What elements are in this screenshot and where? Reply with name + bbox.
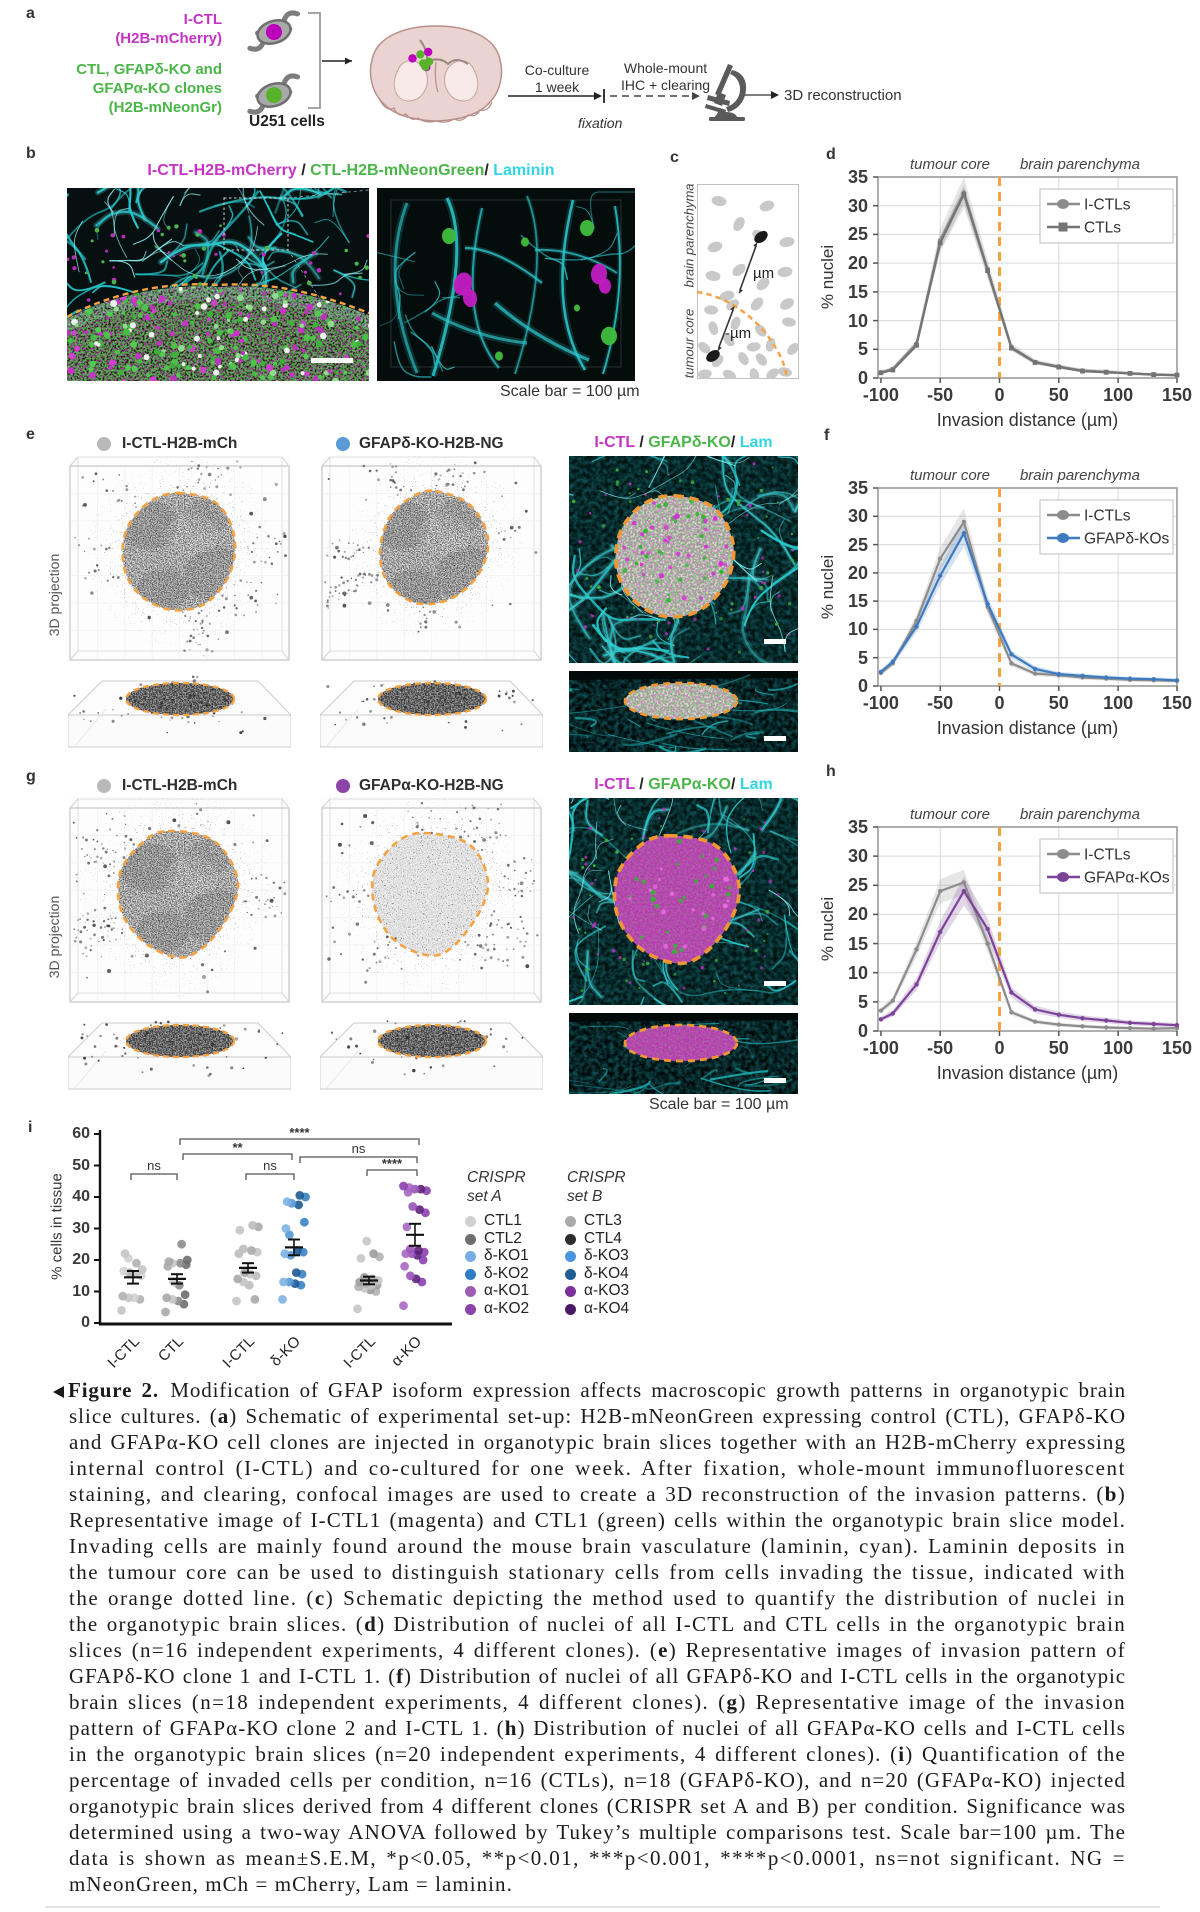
svg-text:GFAPα-KOs: GFAPα-KOs bbox=[1084, 870, 1170, 887]
svg-text:µm: µm bbox=[753, 265, 774, 282]
svg-text:ns: ns bbox=[263, 1158, 277, 1173]
svg-text:CTLs: CTLs bbox=[1084, 220, 1121, 237]
svg-text:-µm: -µm bbox=[725, 325, 751, 342]
svg-text:GFAPδ-KOs: GFAPδ-KOs bbox=[1084, 531, 1170, 548]
svg-text:ns: ns bbox=[147, 1158, 161, 1173]
svg-text:**: ** bbox=[232, 1140, 243, 1155]
svg-text:I-CTLs: I-CTLs bbox=[1084, 197, 1131, 214]
svg-text:****: **** bbox=[382, 1156, 403, 1171]
svg-text:ns: ns bbox=[352, 1141, 366, 1156]
svg-text:I-CTLs: I-CTLs bbox=[1084, 508, 1131, 525]
svg-text:I-CTLs: I-CTLs bbox=[1084, 847, 1131, 864]
svg-text:****: **** bbox=[289, 1125, 310, 1140]
